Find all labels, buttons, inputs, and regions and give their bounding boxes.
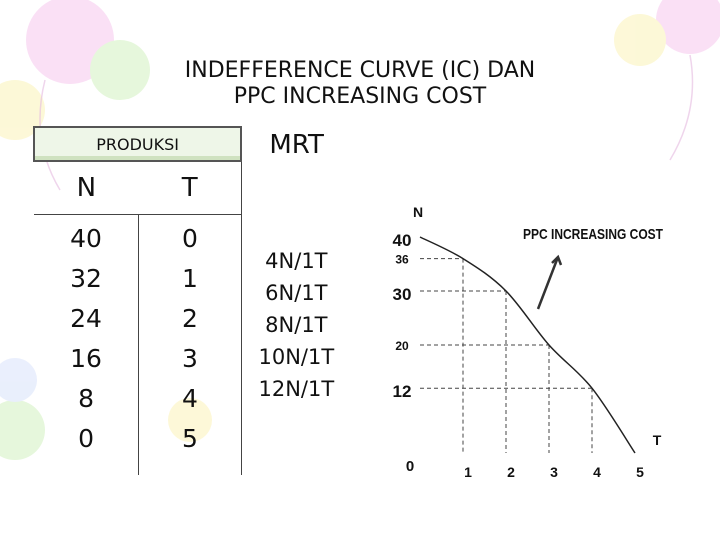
- balloon-green-icon: [0, 400, 45, 460]
- column-t-values: 0 1 2 3 4 5: [138, 214, 242, 475]
- slide-title: INDEFFERENCE CURVE (IC) DAN PPC INCREASI…: [100, 58, 620, 110]
- x-tick-label: 5: [636, 464, 644, 480]
- arrow-head-icon: [551, 254, 563, 266]
- t-value: 4: [181, 384, 198, 413]
- balloon-yellow-icon: [0, 80, 45, 140]
- x-tick-label: 4: [593, 464, 601, 480]
- mrt-value: 6N/1T: [265, 280, 328, 305]
- n-value: 32: [70, 264, 102, 293]
- n-value: 40: [70, 224, 102, 253]
- mrt-value: 8N/1T: [265, 312, 328, 337]
- n-value: 24: [70, 304, 102, 333]
- header-produksi: PRODUKSI: [32, 126, 243, 162]
- mrt-value: 12N/1T: [258, 376, 335, 401]
- mrt-value: 10N/1T: [258, 344, 335, 369]
- origin-label: 0: [406, 458, 414, 475]
- x-axis-label: T: [653, 432, 662, 448]
- title-line-2: PPC INCREASING COST: [233, 84, 487, 109]
- balloon-green-icon: [90, 40, 150, 100]
- header-mrt: MRT: [240, 127, 351, 162]
- x-tick-label: 3: [550, 464, 558, 480]
- y-tick-label: 12: [393, 382, 412, 401]
- title-line-1: INDEFFERENCE CURVE (IC) DAN: [184, 58, 536, 83]
- header-n: N: [34, 162, 139, 215]
- balloon-blue-icon: [0, 358, 37, 402]
- x-tick-label: 2: [507, 464, 515, 480]
- x-tick-label: 1: [464, 464, 472, 480]
- pointer-arrow-icon: [536, 256, 560, 310]
- t-value: 2: [181, 304, 198, 333]
- y-tick-label: 36: [395, 253, 409, 267]
- n-value: 16: [70, 344, 102, 373]
- chart-title: PPC INCREASING COST: [523, 226, 663, 243]
- production-table: PRODUKSI MRT N T 40 32 24 16 8 0 0 1 2: [32, 126, 351, 476]
- t-value: 0: [181, 224, 198, 253]
- y-tick-label: 30: [393, 285, 412, 304]
- y-tick-label: 20: [395, 339, 409, 353]
- t-value: 1: [181, 264, 198, 293]
- y-tick-label: 40: [393, 231, 412, 250]
- n-value: 8: [78, 384, 95, 413]
- t-value: 3: [181, 344, 198, 373]
- t-value: 5: [181, 424, 198, 453]
- ppc-curve: [419, 236, 636, 454]
- y-axis-label: N: [413, 204, 423, 220]
- column-mrt-values: 4N/1T 6N/1T 8N/1T 10N/1T 12N/1T: [241, 215, 351, 476]
- balloon-pink-icon: [656, 0, 720, 54]
- header-t: T: [138, 162, 242, 215]
- n-value: 0: [78, 424, 95, 453]
- column-n-values: 40 32 24 16 8 0: [34, 215, 139, 476]
- balloon-yellow-icon: [614, 14, 666, 66]
- mrt-value: 4N/1T: [265, 248, 328, 273]
